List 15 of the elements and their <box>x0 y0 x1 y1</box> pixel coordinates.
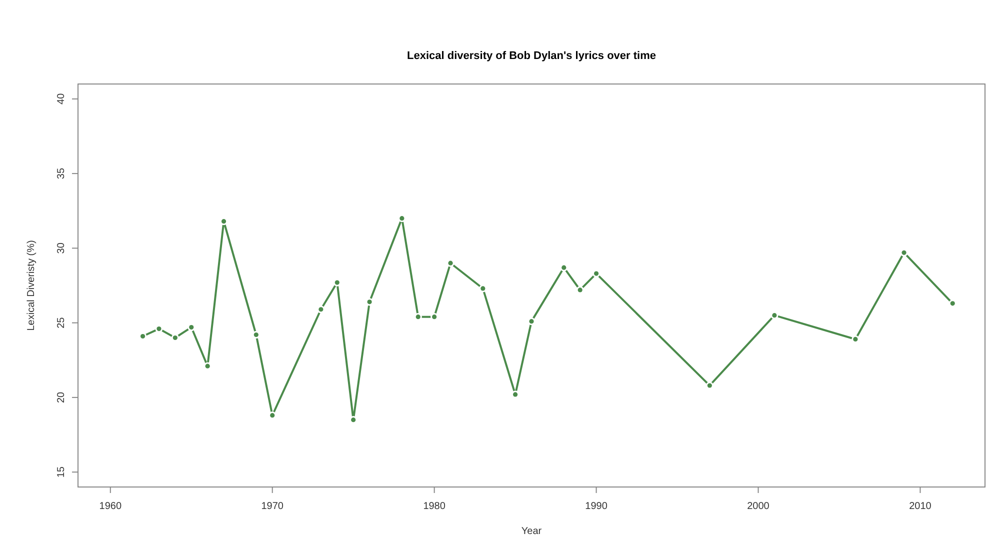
y-axis-title: Lexical Diveristy (%) <box>26 240 37 331</box>
y-tick-label: 40 <box>56 92 67 104</box>
x-tick-label: 1970 <box>261 501 284 512</box>
x-axis-title: Year <box>521 526 542 537</box>
y-tick-label: 15 <box>56 466 67 478</box>
y-tick-label: 25 <box>56 316 67 328</box>
y-tick-label: 35 <box>56 168 67 180</box>
chart-title: Lexical diversity of Bob Dylan's lyrics over time <box>407 50 656 62</box>
x-tick-label: 2010 <box>909 501 932 512</box>
y-tick-label: 30 <box>56 242 67 254</box>
x-tick-label: 1960 <box>99 501 122 512</box>
x-tick-label: 1990 <box>585 501 608 512</box>
x-tick-label: 2000 <box>747 501 770 512</box>
y-tick-label: 20 <box>56 391 67 404</box>
x-tick-label: 1980 <box>423 501 446 512</box>
